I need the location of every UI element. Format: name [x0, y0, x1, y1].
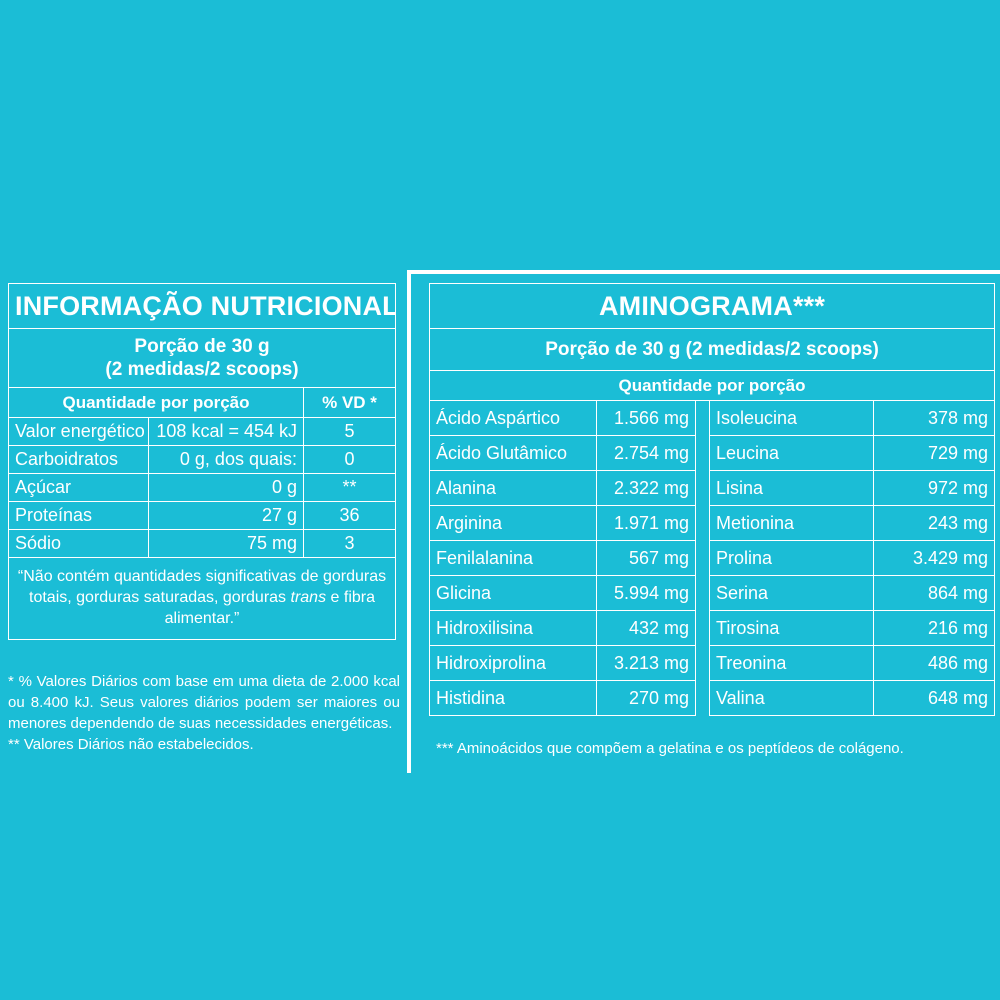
- amino-row: Ácido Aspártico 1.566 mg Isoleucina 378 …: [429, 400, 996, 436]
- amino-qty-header: Quantidade por porção: [428, 370, 996, 401]
- amino-value: 3.429 mg: [872, 540, 996, 576]
- amino-name: Isoleucina: [709, 400, 874, 436]
- nutrient-vd: 0: [302, 445, 397, 474]
- nutrient-amount: 75 mg: [148, 529, 304, 558]
- amino-value: 432 mg: [596, 610, 696, 646]
- nutrient-vd: 3: [302, 529, 397, 558]
- nutrient-name: Proteínas: [8, 501, 149, 530]
- amino-name: Serina: [709, 575, 874, 611]
- footnote-not-established: ** Valores Diários não estabelecidos.: [8, 736, 254, 753]
- nutrient-amount: 108 kcal = 454 kJ: [148, 417, 304, 446]
- amino-value: 972 mg: [872, 470, 996, 506]
- nutrient-amount: 27 g: [148, 501, 304, 530]
- amino-value: 3.213 mg: [596, 645, 696, 681]
- amino-name: Arginina: [429, 505, 597, 541]
- amino-title: AMINOGRAMA***: [428, 283, 996, 329]
- amino-name: Treonina: [709, 645, 874, 681]
- column-gap: [695, 540, 710, 576]
- amino-value: 270 mg: [596, 680, 696, 716]
- column-gap: [695, 400, 710, 436]
- nutrition-row: Carboidratos 0 g, dos quais: 0: [8, 445, 397, 474]
- amino-name: Lisina: [709, 470, 874, 506]
- amino-name: Fenilalanina: [429, 540, 597, 576]
- nutrient-vd: 36: [302, 501, 397, 530]
- nutrient-vd: 5: [302, 417, 397, 446]
- portion-line-1: Porção de 30 g: [134, 336, 270, 357]
- amino-value: 1.971 mg: [596, 505, 696, 541]
- amino-frame: [407, 270, 1000, 773]
- nutrition-portion: Porção de 30 g (2 medidas/2 scoops): [7, 328, 397, 388]
- nutrition-table: INFORMAÇÃO NUTRICIONAL Porção de 30 g (2…: [7, 283, 397, 640]
- amino-value: 2.322 mg: [596, 470, 696, 506]
- column-gap: [695, 645, 710, 681]
- amino-value: 486 mg: [872, 645, 996, 681]
- amino-name: Ácido Glutâmico: [429, 435, 597, 471]
- amino-panel: AMINOGRAMA*** Porção de 30 g (2 medidas/…: [428, 283, 996, 716]
- nutrition-row: Sódio 75 mg 3: [8, 529, 397, 558]
- nutrient-amount: 0 g: [148, 473, 304, 502]
- amino-footnote: *** Aminoácidos que compõem a gelatina e…: [436, 740, 904, 757]
- column-gap: [695, 435, 710, 471]
- footnote-daily-values: * % Valores Diários com base em uma diet…: [8, 673, 400, 732]
- amino-name: Hidroxiprolina: [429, 645, 597, 681]
- amino-name: Alanina: [429, 470, 597, 506]
- column-gap: [695, 470, 710, 506]
- amino-row: Glicina 5.994 mg Serina 864 mg: [429, 575, 996, 611]
- amino-portion: Porção de 30 g (2 medidas/2 scoops): [428, 328, 996, 371]
- amino-name: Prolina: [709, 540, 874, 576]
- amino-row: Hidroxilisina 432 mg Tirosina 216 mg: [429, 610, 996, 646]
- qty-header: Quantidade por porção: [8, 387, 304, 418]
- amino-value: 2.754 mg: [596, 435, 696, 471]
- amino-value: 1.566 mg: [596, 400, 696, 436]
- amino-value: 243 mg: [872, 505, 996, 541]
- amino-name: Histidina: [429, 680, 597, 716]
- amino-name: Leucina: [709, 435, 874, 471]
- nutrient-name: Sódio: [8, 529, 149, 558]
- amino-row: Fenilalanina 567 mg Prolina 3.429 mg: [429, 540, 996, 576]
- amino-name: Metionina: [709, 505, 874, 541]
- amino-value: 5.994 mg: [596, 575, 696, 611]
- amino-row: Alanina 2.322 mg Lisina 972 mg: [429, 470, 996, 506]
- amino-value: 864 mg: [872, 575, 996, 611]
- amino-value: 378 mg: [872, 400, 996, 436]
- note-italic: trans: [290, 589, 327, 606]
- amino-name: Tirosina: [709, 610, 874, 646]
- nutrition-row: Proteínas 27 g 36: [8, 501, 397, 530]
- nutrition-title: INFORMAÇÃO NUTRICIONAL: [7, 283, 397, 329]
- column-gap: [695, 575, 710, 611]
- nutrition-row: Valor energético 108 kcal = 454 kJ 5: [8, 417, 397, 446]
- nutrient-name: Valor energético: [8, 417, 149, 446]
- note-text: “Não contém quantidades significativas d…: [17, 568, 387, 606]
- note-text-end: e fibra alimentar.”: [164, 589, 375, 627]
- amino-name: Glicina: [429, 575, 597, 611]
- amino-name: Ácido Aspártico: [429, 400, 597, 436]
- amino-row: Hidroxiprolina 3.213 mg Treonina 486 mg: [429, 645, 996, 681]
- nutrient-vd: **: [302, 473, 397, 502]
- nutrition-row: Açúcar 0 g **: [8, 473, 397, 502]
- amino-name: Valina: [709, 680, 874, 716]
- amino-row: Ácido Glutâmico 2.754 mg Leucina 729 mg: [429, 435, 996, 471]
- amino-table: AMINOGRAMA*** Porção de 30 g (2 medidas/…: [428, 283, 996, 716]
- amino-name: Hidroxilisina: [429, 610, 597, 646]
- amino-value: 216 mg: [872, 610, 996, 646]
- column-gap: [695, 505, 710, 541]
- amino-value: 729 mg: [872, 435, 996, 471]
- amino-value: 567 mg: [596, 540, 696, 576]
- nutrient-name: Açúcar: [8, 473, 149, 502]
- amino-value: 648 mg: [872, 680, 996, 716]
- nutrient-amount: 0 g, dos quais:: [148, 445, 304, 474]
- nutrition-note: “Não contém quantidades significativas d…: [7, 557, 397, 640]
- column-gap: [695, 680, 710, 716]
- portion-line-2: (2 medidas/2 scoops): [105, 359, 299, 380]
- nutrient-name: Carboidratos: [8, 445, 149, 474]
- vd-header: % VD *: [302, 387, 397, 418]
- amino-row: Arginina 1.971 mg Metionina 243 mg: [429, 505, 996, 541]
- column-gap: [695, 610, 710, 646]
- nutrition-footnotes: * % Valores Diários com base em uma diet…: [8, 671, 400, 755]
- amino-row: Histidina 270 mg Valina 648 mg: [429, 680, 996, 716]
- nutrition-panel: INFORMAÇÃO NUTRICIONAL Porção de 30 g (2…: [7, 283, 397, 640]
